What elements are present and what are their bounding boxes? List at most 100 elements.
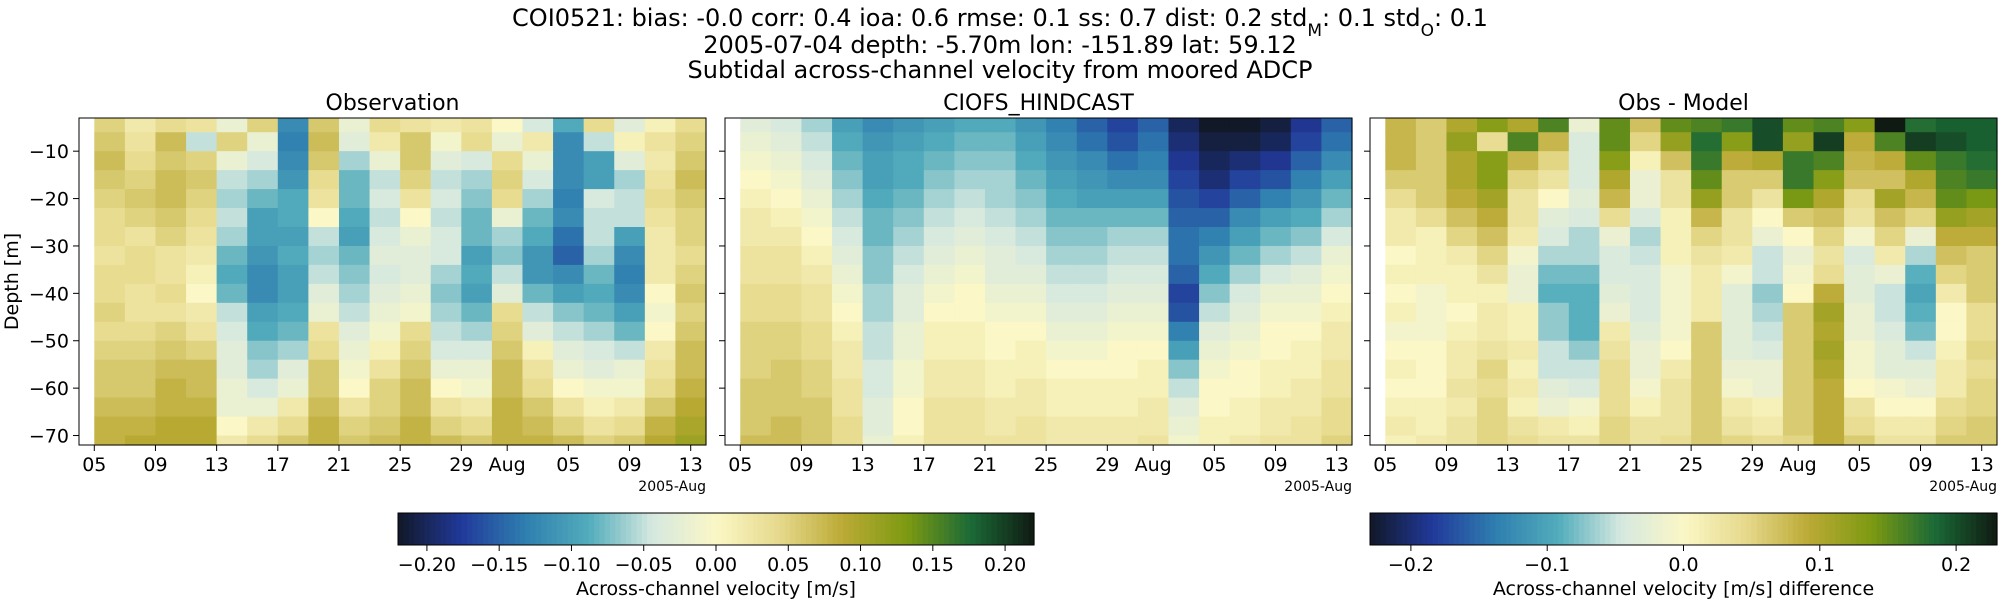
- x-tick-label: 13: [1496, 454, 1520, 476]
- heatmap-cell: [583, 132, 615, 152]
- heatmap-cell: [277, 189, 309, 209]
- colorbar-segment: [1626, 513, 1632, 545]
- heatmap-cell: [1260, 359, 1292, 380]
- colorbar-segment: [1782, 513, 1789, 545]
- heatmap-cell: [1874, 321, 1906, 342]
- colorbar-segment: [1882, 513, 1888, 545]
- heatmap-cell: [400, 359, 432, 380]
- colorbar-segment: [710, 513, 717, 545]
- heatmap-cell: [1660, 170, 1692, 190]
- heatmap-cell: [216, 151, 248, 171]
- heatmap-cell: [801, 416, 833, 437]
- heatmap-cell: [614, 416, 646, 437]
- heatmap-cell: [644, 245, 677, 266]
- heatmap-cell: [1966, 170, 1998, 190]
- heatmap-cell: [247, 283, 279, 304]
- heatmap-cell: [1629, 264, 1662, 285]
- heatmap-cell: [1076, 321, 1108, 342]
- heatmap-cell: [1629, 151, 1662, 171]
- colorbar-segment: [954, 513, 961, 545]
- heatmap-cell: [491, 189, 524, 209]
- heatmap-cell: [675, 151, 707, 171]
- heatmap-cell: [984, 359, 1017, 380]
- heatmap-cell: [94, 340, 126, 361]
- heatmap-cell: [770, 340, 803, 361]
- colorbar-segment: [413, 513, 420, 545]
- heatmap-cell: [1752, 189, 1784, 209]
- heatmap-cell: [1015, 359, 1047, 380]
- heatmap-cell: [984, 416, 1017, 437]
- heatmap-cell: [461, 359, 493, 380]
- heatmap-cell: [1477, 227, 1509, 247]
- heatmap-cell: [1599, 118, 1631, 133]
- heatmap-cell: [1935, 378, 1968, 399]
- x-tick-label: 21: [973, 454, 997, 476]
- heatmap-cell: [1199, 302, 1231, 323]
- heatmap-cell: [1076, 359, 1108, 380]
- heatmap-cell: [644, 208, 677, 228]
- heatmap-cell: [1076, 118, 1108, 133]
- heatmap-cell: [1137, 435, 1170, 446]
- heatmap-cell: [491, 397, 524, 418]
- heatmap-cell: [1507, 435, 1539, 446]
- colorbar-tick-label: 0.10: [839, 554, 881, 576]
- heatmap-cell: [1229, 245, 1261, 266]
- heatmap-cell: [1691, 397, 1723, 418]
- heatmap-cell: [1629, 189, 1662, 209]
- colorbar-tick-label: 0.2: [1941, 554, 1971, 576]
- heatmap-cell: [430, 151, 462, 171]
- heatmap-cell: [1168, 151, 1200, 171]
- heatmap-cell: [675, 340, 707, 361]
- heatmap-cell: [1905, 378, 1937, 399]
- heatmap-cell: [1446, 208, 1478, 228]
- heatmap-cell: [1935, 264, 1968, 285]
- heatmap-cell: [1568, 208, 1600, 228]
- heatmap-cell: [583, 264, 615, 285]
- heatmap-cell: [954, 170, 986, 190]
- heatmap-cell: [308, 151, 340, 171]
- heatmap-cell: [1229, 208, 1261, 228]
- heatmap-cell: [1015, 321, 1047, 342]
- colorbar-segment: [1908, 513, 1914, 545]
- colorbar-segment: [1511, 513, 1517, 545]
- heatmap-cell: [832, 118, 864, 133]
- heatmap-cell: [186, 302, 218, 323]
- heatmap-cell: [1260, 208, 1292, 228]
- colorbar-segment: [657, 513, 664, 545]
- heatmap-cell: [1721, 245, 1753, 266]
- x-tick-label: 05: [82, 454, 106, 476]
- heatmap-cell: [1477, 170, 1509, 190]
- heatmap-cell: [522, 397, 554, 418]
- heatmap-cell: [1229, 397, 1261, 418]
- heatmap-cell: [923, 170, 955, 190]
- heatmap-cell: [1507, 170, 1539, 190]
- heatmap-cell: [247, 416, 279, 437]
- heatmap-cell: [740, 132, 772, 152]
- heatmap-cell: [832, 416, 864, 437]
- heatmap-cell: [1599, 340, 1631, 361]
- heatmap-cell: [1782, 227, 1815, 247]
- heatmap-cell: [675, 283, 707, 304]
- colorbar-segment: [742, 513, 749, 545]
- heatmap-cell: [675, 378, 707, 399]
- heatmap-cell: [675, 118, 707, 133]
- heatmap-cell: [1721, 208, 1753, 228]
- heatmap-cell: [491, 435, 524, 446]
- colorbar-segment: [1767, 513, 1773, 545]
- heatmap-cell: [1935, 208, 1968, 228]
- heatmap-cell: [1260, 189, 1292, 209]
- heatmap-cell: [1260, 340, 1292, 361]
- colorbar-segment: [1803, 513, 1810, 545]
- heatmap-cell: [247, 189, 279, 209]
- colorbar-segment: [975, 513, 982, 545]
- heatmap-cell: [1905, 151, 1937, 171]
- heatmap-cell: [614, 283, 646, 304]
- heatmap-cell: [308, 416, 340, 437]
- heatmap-cell: [1844, 151, 1876, 171]
- heatmap-cell: [1599, 416, 1631, 437]
- heatmap-cell: [124, 151, 157, 171]
- heatmap-cell: [1568, 283, 1600, 304]
- heatmap-cell: [1568, 151, 1600, 171]
- heatmap-cell: [308, 283, 340, 304]
- heatmap-cell: [155, 302, 187, 323]
